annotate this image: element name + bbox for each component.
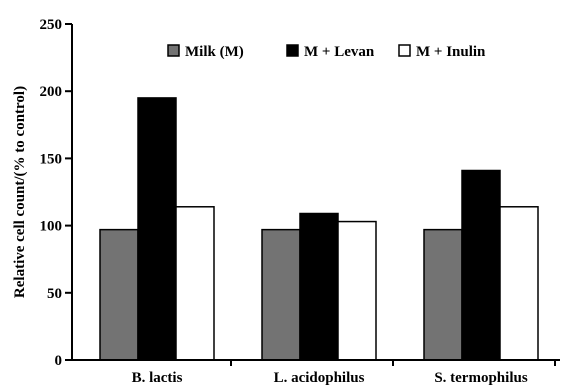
- bar-inulin: [337, 220, 377, 361]
- legend-swatch: [398, 44, 411, 57]
- bar-milk: [423, 228, 463, 361]
- bar-levan: [299, 212, 339, 361]
- x-category-label: L. acidophilus: [274, 370, 365, 386]
- legend: Milk (M) M + Levan M + Inulin: [167, 44, 486, 60]
- y-tick-label: 250: [40, 17, 63, 33]
- legend-label: Milk (M): [185, 44, 244, 60]
- bar-milk: [99, 228, 139, 361]
- legend-label: M + Inulin: [416, 44, 486, 60]
- axes-group: [71, 24, 560, 361]
- y-tick-label: 50: [47, 286, 62, 302]
- x-category-label: S. termophilus: [434, 370, 528, 386]
- bar-inulin: [499, 206, 539, 361]
- x-category-label: B. lactis: [132, 370, 183, 386]
- bar-levan: [461, 169, 501, 361]
- y-tick-label: 100: [40, 219, 63, 235]
- legend-label: M + Levan: [304, 44, 375, 60]
- y-tick-label: 0: [55, 353, 63, 369]
- bar-inulin: [175, 206, 215, 361]
- bar-levan: [137, 97, 177, 361]
- y-axis-title: Relative cell count/(% to control): [12, 86, 28, 298]
- x-labels-group: B. lactis L. acidophilus S. termophilus: [132, 370, 528, 386]
- y-tick-label: 200: [40, 84, 63, 100]
- legend-swatch: [167, 44, 180, 57]
- legend-swatch: [286, 44, 299, 57]
- bar-milk: [261, 228, 301, 361]
- bars-group: [99, 97, 539, 361]
- y-tick-label: 150: [40, 151, 63, 167]
- y-ticks-group: 0 50 100 150 200 250: [40, 17, 556, 369]
